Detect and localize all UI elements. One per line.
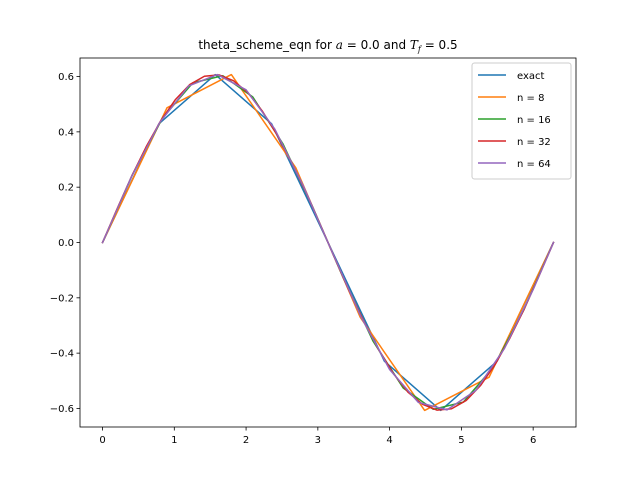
chart-title: theta_scheme_eqn for a = 0.0 and Tf = 0.… (198, 38, 457, 54)
y-tick-label: 0.4 (58, 127, 74, 138)
y-tick-label: −0.4 (50, 349, 74, 360)
x-tick-label: 4 (386, 435, 392, 446)
y-tick-label: 0.6 (58, 72, 74, 83)
x-tick-label: 2 (243, 435, 249, 446)
x-tick-label: 1 (171, 435, 177, 446)
legend-label: n = 32 (517, 137, 551, 148)
x-tick-label: 3 (315, 435, 321, 446)
y-tick-label: 0.2 (58, 183, 74, 194)
legend-label: n = 64 (517, 159, 551, 170)
title-a-var: a (336, 38, 343, 52)
series-layer (101, 73, 555, 412)
legend-box (471, 62, 572, 180)
ticks-layer: 0 1 2 3 4 5 6 −0.6 −0.4 −0.2 0.0 0.2 0.4 0.6 (50, 72, 537, 446)
y-tick-label: 0.0 (58, 238, 74, 249)
title-a-eq: = 0.0 and (343, 38, 410, 52)
axes-frame (79, 57, 577, 428)
title-t-sub: f (417, 45, 423, 54)
series-line-n-64 (101, 73, 555, 411)
legend-label: n = 8 (517, 93, 544, 104)
title-prefix: theta_scheme_eqn for (198, 38, 335, 52)
y-tick-label: −0.2 (50, 293, 74, 304)
title-t-eq: = 0.5 (421, 38, 458, 52)
title-t-var: T (410, 38, 419, 52)
legend: exact n = 8 n = 16 n = 32 n = 64 (471, 62, 572, 180)
legend-label: n = 16 (517, 115, 551, 126)
x-tick-label: 6 (530, 435, 536, 446)
x-tick-label: 5 (458, 435, 464, 446)
x-tick-label: 0 (99, 435, 105, 446)
y-tick-label: −0.6 (50, 404, 74, 415)
legend-label: exact (517, 71, 545, 82)
